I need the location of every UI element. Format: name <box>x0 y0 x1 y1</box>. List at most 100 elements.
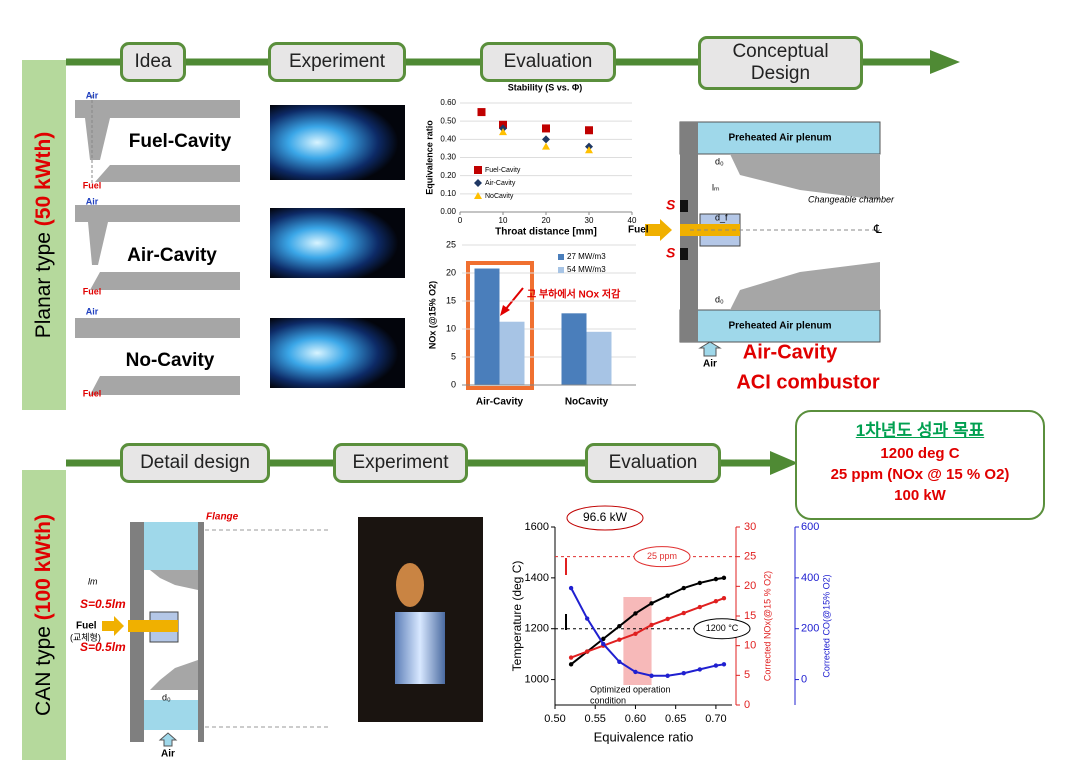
idea-label: Air-Cavity <box>127 245 217 266</box>
annotation-ellipse <box>566 505 644 531</box>
y2-tick-label: 10 <box>744 640 756 652</box>
x-tick-label: 0.50 <box>544 713 565 725</box>
legend-swatch <box>558 254 564 260</box>
air-label: Air <box>86 196 99 206</box>
legend-label: 54 MW/m3 <box>567 265 606 274</box>
marker <box>649 673 654 678</box>
flame-photo <box>270 318 405 388</box>
chamber-label: Changeable chamber <box>808 194 895 204</box>
s-label: S=0.5lm <box>80 597 126 611</box>
fuel-label: Fuel <box>76 621 97 632</box>
annotation-ellipse <box>693 618 751 640</box>
fuel-label: Fuel <box>83 180 102 190</box>
marker <box>474 179 482 187</box>
y-axis-label: Equivalence ratio <box>424 120 434 195</box>
stage-box: Detail design <box>120 443 270 483</box>
plenum-label: Preheated Air plenum <box>729 321 832 332</box>
x-axis-label: Equivalence ratio <box>594 729 694 744</box>
detail-drawing <box>102 522 330 747</box>
x-axis-label: Throat distance [mm] <box>495 227 597 238</box>
goal-item: 1200 deg C <box>880 445 960 462</box>
reference-label: 1200 °C <box>706 623 739 633</box>
s-label: S=0.5lm <box>80 640 126 654</box>
legend-swatch <box>558 267 564 273</box>
marker <box>681 671 686 676</box>
x-tick-label: 0 <box>458 216 463 225</box>
y-tick-label: 1200 <box>525 623 549 635</box>
dim-label: d₀ <box>715 156 724 166</box>
y-tick-label: 25 <box>446 239 456 249</box>
marker <box>474 192 482 199</box>
centerline-label: ℄ <box>873 222 882 236</box>
x-tick-label: Air-Cavity <box>476 397 524 408</box>
idea-label: No-Cavity <box>126 350 215 371</box>
plenum-label: Preheated Air plenum <box>729 133 832 144</box>
y-axis-label: NOx (@15% O2) <box>427 281 437 349</box>
y-tick-label: 15 <box>446 295 456 305</box>
y-tick-label: 0.50 <box>440 116 456 125</box>
arrow-head <box>930 50 960 74</box>
concept-drawing <box>645 121 881 357</box>
bar <box>586 331 612 385</box>
y2-axis-label: Corrected NOx(@15 % O2) <box>762 571 772 681</box>
marker <box>633 669 638 675</box>
y-tick-label: 0.40 <box>440 134 456 143</box>
y-tick-label: 1400 <box>525 572 549 584</box>
marker <box>697 580 703 586</box>
y-tick-label: 1000 <box>525 673 549 685</box>
marker <box>542 135 550 144</box>
y2-tick-label: 15 <box>744 610 756 622</box>
y-tick-label: 10 <box>446 323 456 333</box>
marker <box>633 631 638 636</box>
marker <box>585 126 593 135</box>
marker <box>584 616 590 621</box>
marker <box>499 128 507 136</box>
combustor-can <box>395 612 445 684</box>
annotation-arrow <box>500 305 510 316</box>
x-tick-label: 40 <box>628 216 637 225</box>
stage-box: Evaluation <box>585 443 721 483</box>
marker <box>713 663 719 668</box>
fuel-note: (교체형) <box>70 632 101 642</box>
s-label: S <box>666 245 676 261</box>
annotation-ellipse <box>633 546 691 568</box>
air-label: Air <box>703 359 717 370</box>
y-tick-label: 0.30 <box>440 153 456 162</box>
marker <box>617 659 622 664</box>
air-label: Air <box>86 306 99 316</box>
annotation: 고 부하에서 NOx 저감 <box>527 288 621 301</box>
idea-label: Fuel-Cavity <box>129 131 232 152</box>
marker <box>665 593 670 598</box>
y-tick-label: 0.20 <box>440 171 456 180</box>
flame <box>396 563 424 607</box>
bar <box>499 321 525 385</box>
x-tick-label: 0.55 <box>585 713 606 725</box>
reference-label: 25 ppm <box>647 551 677 561</box>
marker <box>721 575 727 581</box>
legend-label: 27 MW/m3 <box>567 252 606 261</box>
marker <box>721 596 727 601</box>
side-label-text: CAN type <box>32 620 55 716</box>
side-label: Planar type (50 kWth) <box>32 132 55 339</box>
dim-label: lm <box>88 576 98 586</box>
dim-label: d_f <box>715 212 728 222</box>
y-axis-label: Temperature (deg C) <box>510 561 524 672</box>
air-label: Air <box>161 749 175 760</box>
flame-photo <box>270 105 405 180</box>
side-label-highlight: (50 kWth) <box>32 132 55 227</box>
fuel-label: Fuel <box>83 286 102 296</box>
marker <box>474 166 482 174</box>
chart-title: Stability (S vs. Φ) <box>508 82 582 92</box>
y2-tick-label: 0 <box>744 699 750 711</box>
marker <box>568 655 574 660</box>
marker <box>665 673 670 678</box>
y3-axis-label: Corrected CO(@15% O2) <box>821 574 831 677</box>
marker <box>617 623 622 629</box>
stage-box: Conceptual Design <box>698 36 863 90</box>
x-tick-label: NoCavity <box>565 397 609 408</box>
flange-label: Flange <box>206 512 239 523</box>
marker <box>585 146 593 154</box>
arrow-head <box>770 451 798 475</box>
